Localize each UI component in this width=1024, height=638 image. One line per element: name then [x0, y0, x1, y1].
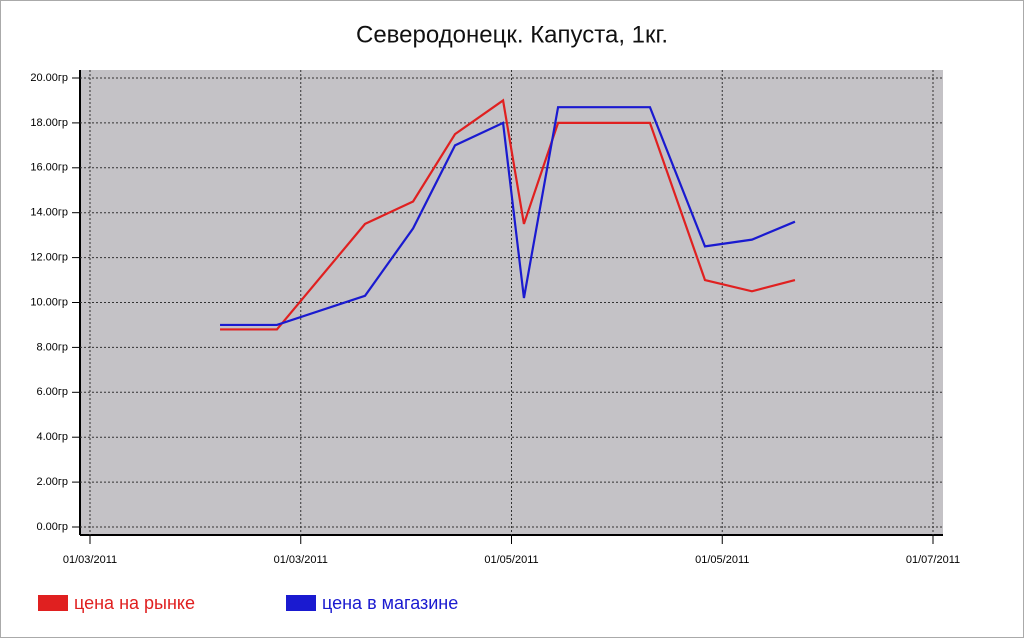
legend-label: цена в магазине	[322, 593, 458, 613]
y-tick-label: 2.00гр	[36, 476, 68, 488]
x-tick-label: 01/03/2011	[63, 554, 117, 566]
series-line	[220, 98, 796, 331]
y-tick-label: 18.00гр	[30, 117, 68, 129]
x-tick-label: 01/05/2011	[695, 554, 749, 566]
y-tick-label: 6.00гр	[36, 386, 68, 398]
y-tick-label: 8.00гр	[36, 341, 68, 353]
x-tick-label: 01/03/2011	[274, 554, 328, 566]
legend-swatch	[286, 595, 316, 611]
chart-title: Северодонецк. Капуста, 1кг.	[356, 21, 668, 48]
x-tick-label: 01/07/2011	[906, 554, 960, 566]
y-tick-label: 14.00гр	[30, 207, 68, 219]
y-tick-label: 12.00гр	[30, 252, 68, 264]
y-tick-label: 4.00гр	[36, 431, 68, 443]
legend-label: цена на рынке	[74, 593, 195, 613]
y-tick-label: 0.00гр	[36, 521, 68, 533]
y-tick-label: 10.00гр	[30, 296, 68, 308]
y-tick-label: 20.00гр	[30, 72, 68, 84]
series-line	[220, 106, 796, 327]
legend-swatch	[38, 595, 68, 611]
x-tick-label: 01/05/2011	[484, 554, 538, 566]
y-tick-label: 16.00гр	[30, 162, 68, 174]
